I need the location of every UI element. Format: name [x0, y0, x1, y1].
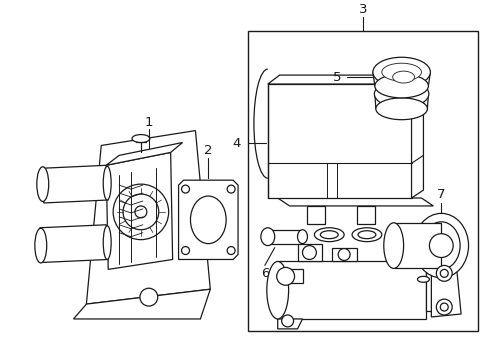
Polygon shape [267, 84, 411, 198]
Circle shape [439, 269, 447, 277]
Ellipse shape [417, 276, 428, 282]
Ellipse shape [260, 228, 274, 246]
Text: 3: 3 [358, 3, 366, 16]
Ellipse shape [357, 231, 375, 239]
Ellipse shape [374, 74, 427, 98]
Ellipse shape [132, 135, 149, 143]
Text: 4: 4 [231, 137, 240, 150]
Polygon shape [41, 165, 108, 203]
Bar [277, 261, 426, 319]
Ellipse shape [413, 213, 468, 278]
Ellipse shape [37, 167, 49, 202]
Circle shape [276, 267, 294, 285]
Polygon shape [430, 264, 460, 317]
Polygon shape [267, 75, 423, 84]
Ellipse shape [266, 261, 288, 319]
Bar [307, 206, 325, 224]
Circle shape [113, 184, 168, 240]
Circle shape [428, 234, 452, 257]
Ellipse shape [372, 57, 429, 87]
Polygon shape [86, 131, 210, 304]
Ellipse shape [103, 166, 111, 200]
Ellipse shape [297, 230, 307, 244]
Circle shape [213, 195, 223, 205]
Circle shape [181, 185, 189, 193]
Ellipse shape [383, 223, 403, 269]
Circle shape [140, 288, 158, 306]
Circle shape [227, 185, 235, 193]
Ellipse shape [190, 196, 225, 244]
Ellipse shape [320, 231, 338, 239]
Circle shape [302, 246, 316, 260]
Ellipse shape [351, 228, 381, 242]
Ellipse shape [374, 80, 428, 108]
Bar [393, 223, 440, 269]
Bar [426, 269, 446, 311]
Ellipse shape [381, 63, 421, 81]
Polygon shape [178, 180, 238, 260]
Polygon shape [73, 289, 210, 319]
Polygon shape [40, 225, 108, 262]
Circle shape [435, 299, 451, 315]
Circle shape [338, 248, 349, 261]
Polygon shape [277, 198, 432, 206]
Circle shape [181, 247, 189, 255]
Bar [285, 269, 303, 283]
Text: 2: 2 [203, 144, 212, 157]
Circle shape [123, 194, 159, 230]
Circle shape [439, 303, 447, 311]
Ellipse shape [392, 71, 414, 83]
Ellipse shape [422, 222, 459, 269]
Circle shape [135, 206, 146, 218]
Text: 6: 6 [260, 267, 268, 280]
Polygon shape [411, 75, 423, 198]
Bar [267, 230, 302, 244]
Text: 5: 5 [332, 71, 341, 84]
Polygon shape [331, 248, 356, 261]
Bar [356, 206, 374, 224]
Circle shape [281, 315, 293, 327]
Polygon shape [106, 152, 172, 269]
Ellipse shape [35, 228, 47, 263]
Ellipse shape [375, 98, 427, 120]
Polygon shape [277, 319, 302, 329]
Ellipse shape [103, 226, 111, 260]
Polygon shape [106, 143, 182, 165]
Text: 7: 7 [436, 188, 445, 201]
Text: 1: 1 [144, 116, 153, 129]
Ellipse shape [314, 228, 344, 242]
Circle shape [227, 247, 235, 255]
Bar [247, 31, 477, 331]
Polygon shape [297, 244, 322, 261]
Circle shape [435, 265, 451, 281]
